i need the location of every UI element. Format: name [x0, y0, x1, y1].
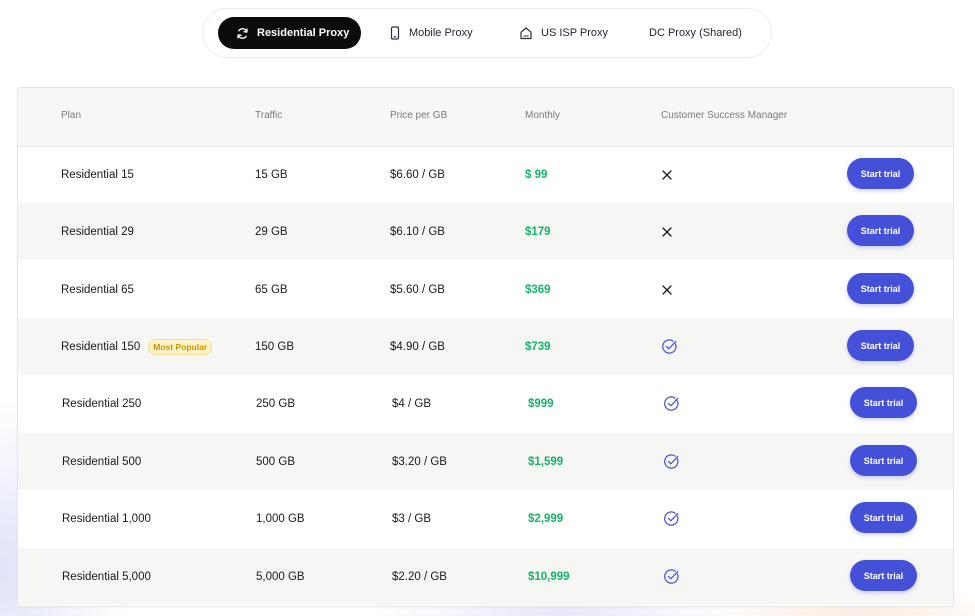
- monthly-price-cell: $ 99: [525, 168, 548, 181]
- cross-icon: [661, 146, 673, 203]
- price-per-gb-cell: $6.10 / GB: [390, 225, 445, 238]
- price-per-gb-cell: $6.60 / GB: [390, 168, 445, 181]
- price-per-gb-cell: $4 / GB: [392, 397, 431, 410]
- tab-label: US ISP Proxy: [541, 27, 609, 39]
- traffic-cell: 65 GB: [255, 283, 288, 296]
- start-trial-button[interactable]: Start trial: [847, 330, 914, 361]
- plan-cell: Residential 15: [61, 146, 134, 203]
- traffic-cell: 1,000 GB: [256, 512, 305, 525]
- traffic-cell: 250 GB: [256, 397, 295, 410]
- monthly-price-cell: $10,999: [528, 570, 570, 583]
- plan-name: Residential 5,000: [62, 570, 151, 583]
- tab-label: DC Proxy (Shared): [649, 27, 742, 39]
- header-customer-success-manager: Customer Success Manager: [661, 110, 788, 121]
- monthly-price-cell: $1,599: [528, 455, 564, 468]
- plan-name: Residential 65: [61, 283, 134, 296]
- proxy-type-tabs: Residential Proxy Mobile Proxy US ISP Pr…: [202, 8, 772, 58]
- header-price-per-gb: Price per GB: [390, 110, 448, 121]
- plan-name: Residential 29: [61, 225, 134, 238]
- start-trial-button[interactable]: Start trial: [850, 387, 917, 418]
- price-per-gb-cell: $5.60 / GB: [390, 283, 445, 296]
- traffic-cell: 150 GB: [255, 340, 294, 353]
- price-per-gb-cell: $3.20 / GB: [392, 455, 447, 468]
- table-row: Residential 500 500 GB $3.20 / GB $1,599 Sta…: [18, 433, 953, 490]
- most-popular-badge: Most Popular: [148, 338, 213, 355]
- table-row: Residential 29 29 GB $6.10 / GB $179 Start t…: [18, 203, 953, 260]
- plan-cell: Residential 5,000: [62, 548, 151, 605]
- table-row: Residential 150 Most Popular 150 GB $4.90 /…: [18, 318, 953, 375]
- monthly-price-cell: $179: [525, 225, 551, 238]
- tab-dc-proxy-shared[interactable]: DC Proxy (Shared): [649, 17, 742, 49]
- traffic-cell: 29 GB: [255, 225, 288, 238]
- table-row: Residential 1,000 1,000 GB $3 / GB $2,999 St…: [18, 490, 953, 547]
- start-trial-button[interactable]: Start trial: [847, 215, 914, 246]
- traffic-cell: 5,000 GB: [256, 570, 305, 583]
- monthly-price-cell: $2,999: [528, 512, 564, 525]
- start-trial-button[interactable]: Start trial: [850, 502, 917, 533]
- check-icon: [663, 375, 680, 432]
- plan-name: Residential 15: [61, 168, 134, 181]
- check-icon: [663, 490, 680, 547]
- plan-name: Residential 500: [62, 455, 142, 468]
- plan-cell: Residential 65: [61, 261, 134, 318]
- price-per-gb-cell: $4.90 / GB: [390, 340, 445, 353]
- tab-residential-proxy[interactable]: Residential Proxy: [218, 17, 361, 49]
- traffic-cell: 500 GB: [256, 455, 295, 468]
- table-row: Residential 250 250 GB $4 / GB $999 Start tr…: [18, 375, 953, 432]
- tab-us-isp-proxy[interactable]: US ISP Proxy: [519, 17, 608, 49]
- monthly-price-cell: $999: [528, 397, 554, 410]
- tab-label: Residential Proxy: [257, 27, 350, 39]
- plan-cell: Residential 500: [62, 433, 141, 490]
- tab-mobile-proxy[interactable]: Mobile Proxy: [389, 17, 473, 49]
- cross-icon: [661, 203, 673, 260]
- header-monthly: Monthly: [525, 110, 561, 121]
- start-trial-button[interactable]: Start trial: [847, 273, 914, 304]
- plan-name: Residential 250: [62, 397, 142, 410]
- table-row: Residential 5,000 5,000 GB $2.20 / GB $10,9…: [18, 548, 953, 605]
- start-trial-button[interactable]: Start trial: [847, 158, 914, 189]
- check-icon: [661, 318, 678, 375]
- plan-name: Residential 150: [61, 340, 141, 353]
- header-traffic: Traffic: [255, 110, 283, 121]
- check-icon: [663, 433, 680, 490]
- table-row: Residential 65 65 GB $5.60 / GB $369 Start t…: [18, 261, 953, 318]
- plan-name: Residential 1,000: [62, 512, 151, 525]
- monthly-price-cell: $739: [525, 340, 551, 353]
- monthly-price-cell: $369: [525, 283, 551, 296]
- tab-label: Mobile Proxy: [409, 27, 473, 39]
- home-icon: [520, 27, 532, 40]
- start-trial-button[interactable]: Start trial: [850, 560, 917, 591]
- price-per-gb-cell: $3 / GB: [392, 512, 431, 525]
- plan-cell: Residential 29: [61, 203, 134, 260]
- table-row: Residential 15 15 GB $6.60 / GB $ 99 Start t…: [18, 146, 953, 203]
- traffic-cell: 15 GB: [255, 168, 288, 181]
- refresh-icon: [237, 27, 248, 39]
- start-trial-button[interactable]: Start trial: [850, 445, 917, 476]
- plan-cell: Residential 150 Most Popular: [61, 318, 213, 375]
- check-icon: [663, 548, 680, 605]
- mobile-icon: [390, 26, 400, 40]
- price-per-gb-cell: $2.20 / GB: [392, 570, 447, 583]
- plan-cell: Residential 250: [62, 375, 141, 432]
- pricing-table: Plan Traffic Price per GB Monthly Custom…: [17, 87, 954, 607]
- table-header: Plan Traffic Price per GB Monthly Custom…: [18, 88, 953, 147]
- header-plan: Plan: [61, 110, 82, 121]
- plan-cell: Residential 1,000: [62, 490, 151, 547]
- cross-icon: [661, 261, 673, 318]
